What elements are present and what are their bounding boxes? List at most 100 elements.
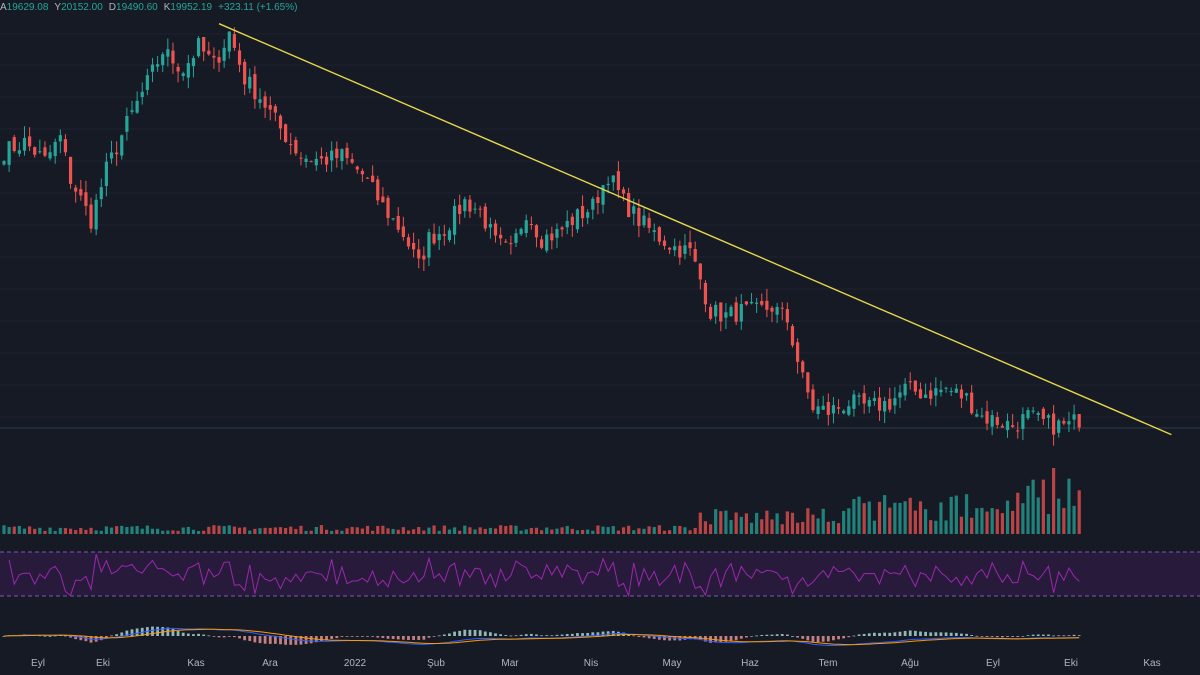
macd-histogram-bar (811, 636, 815, 642)
macd-histogram-bar (555, 634, 559, 636)
candle-body (611, 175, 615, 183)
volume-pane (2, 468, 1081, 534)
volume-bar (391, 528, 395, 534)
candle-body (719, 302, 723, 322)
trendline-layer[interactable] (218, 23, 1172, 436)
candle-body (53, 141, 57, 157)
candle-body (335, 148, 339, 159)
volume-bar (647, 526, 651, 534)
volume-bar (1031, 479, 1035, 534)
candle-body (888, 398, 892, 410)
volume-bar (350, 526, 354, 534)
volume-bar (22, 528, 27, 534)
volume-bar (355, 527, 359, 534)
volume-bar (678, 525, 682, 534)
candle-body (135, 100, 139, 113)
macd-histogram-bar (550, 635, 554, 637)
volume-bar (924, 509, 928, 534)
volume-bar (94, 530, 98, 534)
volume-bar (918, 501, 923, 534)
volume-bar (294, 528, 298, 534)
macd-histogram-bar (202, 634, 206, 636)
volume-bar (1057, 498, 1061, 534)
candle-body (1036, 413, 1040, 415)
macd-histogram-bar (591, 632, 595, 636)
volume-bar (48, 527, 52, 534)
macd-histogram-bar (156, 626, 159, 636)
volume-bar (437, 530, 441, 534)
volume-bar (775, 513, 779, 534)
candle-body (161, 54, 165, 66)
x-axis-label: Tem (819, 658, 838, 669)
macd-histogram-bar (407, 636, 410, 641)
x-axis-label: May (663, 658, 682, 669)
candle-body (104, 161, 108, 186)
volume-bar (877, 501, 882, 534)
volume-bar (12, 526, 16, 534)
macd-histogram-bar (857, 634, 861, 636)
candle-body (1057, 420, 1061, 433)
macd-histogram-bar (437, 635, 441, 637)
macd-histogram-bar (391, 636, 395, 640)
macd-histogram-bar (949, 632, 953, 636)
candle-body (995, 417, 999, 425)
candle-body (847, 406, 851, 415)
macd-histogram-bar (970, 635, 974, 636)
candle-body (1000, 425, 1004, 428)
candle-body (811, 389, 815, 411)
candle-body (412, 242, 416, 250)
macd-histogram-bar (135, 628, 139, 636)
macd-histogram-bar (64, 635, 67, 637)
candle-body (801, 361, 805, 373)
candle-body (939, 389, 943, 393)
macd-histogram-bar (775, 634, 779, 636)
volume-bar (191, 529, 196, 534)
rsi-line (8, 554, 1080, 598)
x-axis-label: Mar (501, 658, 519, 669)
volume-bar (109, 527, 114, 534)
close-label: K (163, 2, 171, 13)
candle-body (1062, 420, 1066, 424)
volume-bar (657, 525, 661, 534)
candle-body (58, 135, 62, 142)
candle-body (294, 140, 298, 154)
volume-bar (386, 528, 390, 534)
volume-bar (2, 525, 6, 534)
volume-bar (396, 529, 400, 534)
macd-histogram-bar (432, 636, 436, 637)
volume-bar (780, 524, 784, 534)
macd-histogram-bar (217, 636, 221, 638)
volume-bar (488, 527, 492, 534)
macd-histogram-bar (427, 636, 431, 638)
macd-histogram-bar (780, 634, 784, 636)
rsi-pane (0, 551, 1200, 598)
volume-bar (381, 525, 385, 534)
volume-bar (319, 525, 324, 534)
candle-body (570, 216, 574, 226)
candle-body (586, 212, 590, 218)
volume-bar (964, 494, 969, 534)
candle-body (43, 147, 47, 156)
volume-bar (903, 501, 907, 534)
macd-histogram-bar (980, 636, 984, 637)
candle-body (555, 229, 559, 238)
volume-bar (458, 530, 462, 534)
volume-bar (688, 530, 692, 534)
volume-bar (452, 527, 457, 534)
volume-bar (463, 525, 467, 534)
candle-body (68, 156, 73, 184)
macd-histogram-bar (1077, 635, 1081, 637)
volume-bar (28, 526, 32, 534)
volume-bar (181, 527, 185, 534)
volume-bar (360, 528, 364, 534)
volume-bar (575, 530, 580, 534)
candle-body (452, 205, 457, 235)
candle-body (273, 106, 277, 113)
macd-histogram-bar (519, 634, 523, 636)
volume-bar (806, 508, 810, 534)
volume-bar (258, 528, 262, 534)
volume-bar (304, 530, 308, 534)
macd-histogram-bar (453, 631, 456, 636)
candle-body (959, 389, 964, 399)
